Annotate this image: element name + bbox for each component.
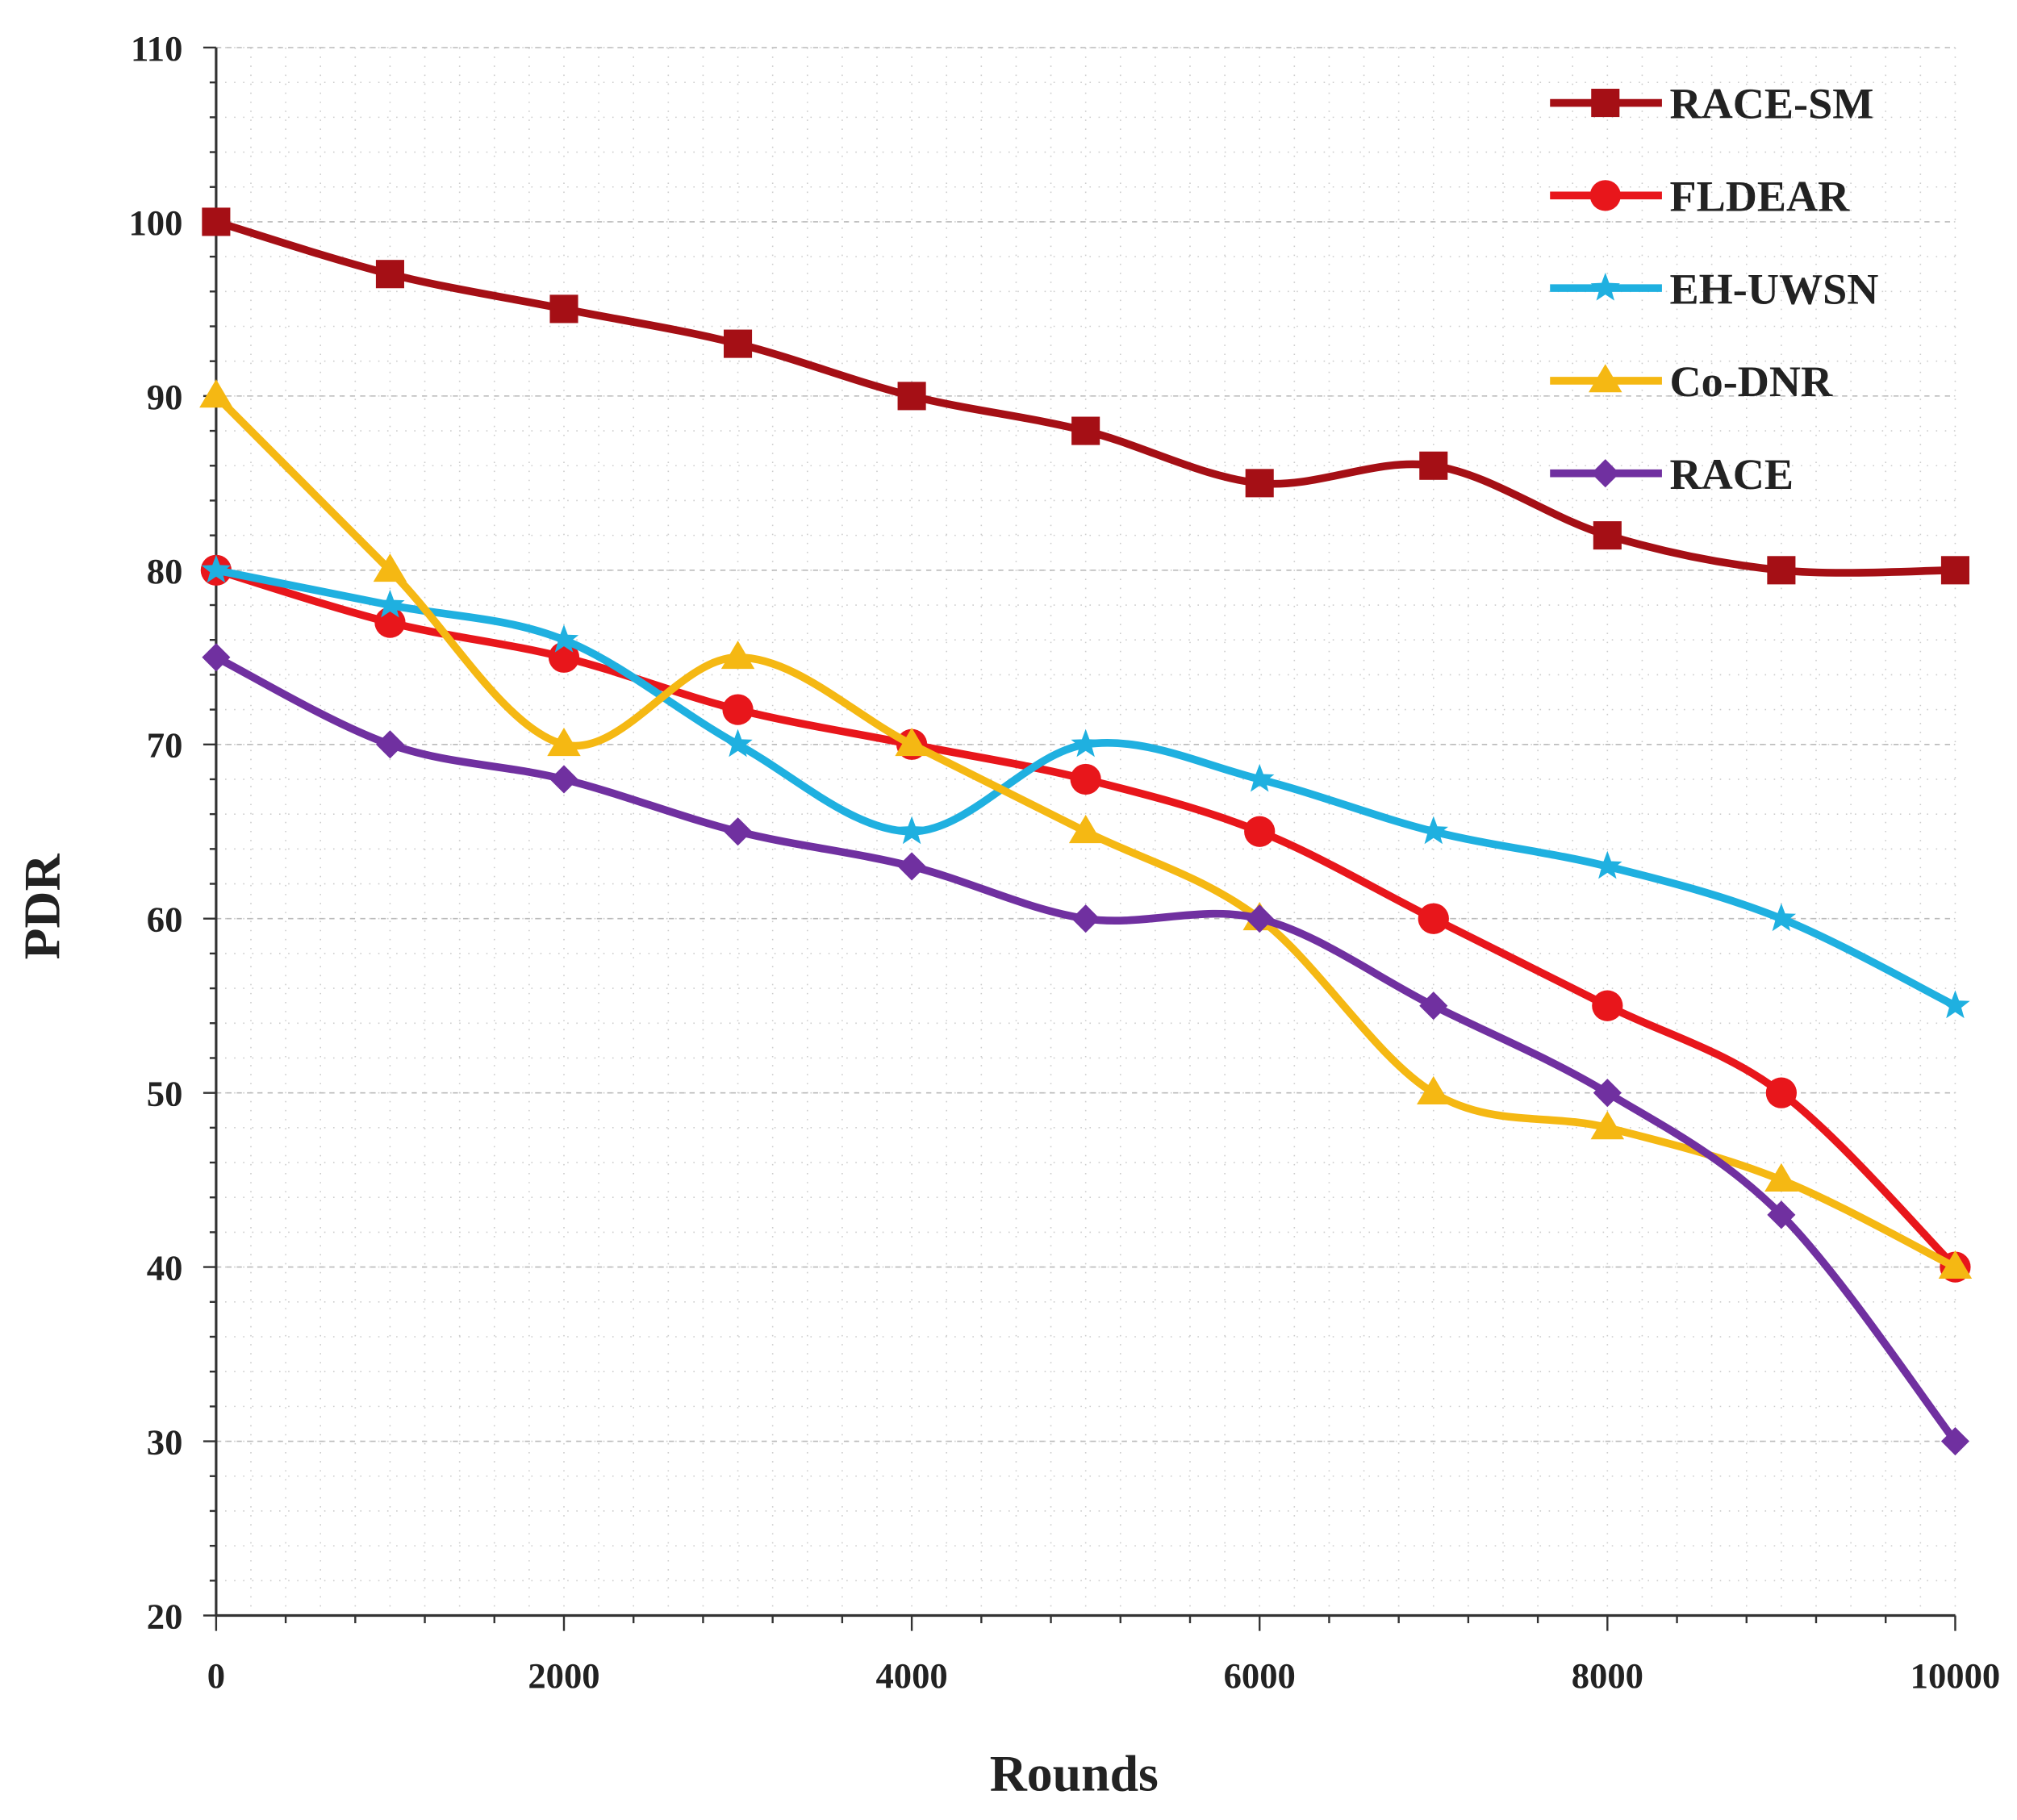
marker-square	[1767, 556, 1796, 585]
marker-star	[375, 589, 405, 618]
marker-square	[1591, 89, 1620, 118]
marker-diamond	[1071, 904, 1100, 933]
y-tick-label: 50	[147, 1074, 183, 1114]
marker-star	[896, 816, 927, 845]
marker-circle	[1070, 763, 1101, 795]
legend-item: FLDEAR	[1550, 172, 1850, 220]
series-race	[202, 643, 1969, 1456]
marker-diamond	[1940, 1427, 1969, 1456]
marker-star	[1940, 990, 1970, 1019]
marker-circle	[374, 607, 406, 638]
series-line	[213, 393, 1957, 1271]
marker-diamond	[375, 730, 404, 759]
marker-circle	[1765, 1077, 1798, 1108]
marker-diamond	[1245, 904, 1274, 933]
legend-label: RACE-SM	[1669, 80, 1873, 128]
y-tick-label: 80	[147, 551, 183, 591]
marker-star	[1418, 816, 1448, 845]
legend-label: EH-UWSN	[1669, 265, 1878, 313]
marker-triangle	[1938, 1250, 1973, 1279]
series-group	[199, 207, 1973, 1456]
marker-square	[1593, 521, 1622, 550]
marker-triangle	[1417, 1075, 1451, 1105]
marker-diamond	[897, 852, 926, 881]
x-tick-label: 0	[207, 1655, 225, 1696]
marker-triangle	[199, 379, 233, 408]
y-tick-label: 20	[147, 1596, 183, 1636]
x-axis-label: Rounds	[990, 1744, 1159, 1801]
marker-square	[202, 207, 231, 236]
marker-square	[1940, 556, 1969, 585]
marker-diamond	[1419, 991, 1448, 1021]
marker-circle	[1418, 903, 1449, 934]
marker-square	[549, 294, 578, 324]
marker-diamond	[202, 643, 231, 672]
marker-triangle	[373, 553, 407, 582]
grid	[215, 47, 1956, 1617]
marker-star	[723, 728, 753, 758]
y-tick-label: 90	[147, 377, 183, 417]
y-tick-label: 110	[131, 28, 182, 69]
legend-label: FLDEAR	[1669, 172, 1850, 220]
marker-star	[1766, 903, 1797, 932]
marker-square	[897, 382, 926, 411]
y-tick-label: 60	[147, 900, 183, 940]
y-tick-label: 40	[147, 1248, 183, 1288]
legend-item: EH-UWSN	[1550, 265, 1878, 313]
series-line	[214, 653, 1959, 1444]
marker-diamond	[1593, 1079, 1622, 1108]
x-tick-label: 6000	[1224, 1655, 1296, 1696]
marker-diamond	[549, 765, 578, 794]
series-eh-uwsn	[201, 554, 1970, 1019]
x-tick-label: 4000	[875, 1655, 947, 1696]
marker-star	[1593, 850, 1622, 879]
marker-star	[1590, 273, 1620, 301]
series-line	[215, 566, 1958, 1270]
x-tick-label: 8000	[1572, 1655, 1643, 1696]
legend-item: RACE	[1550, 450, 1794, 499]
series-co-dnr	[199, 379, 1973, 1279]
marker-circle	[1244, 816, 1276, 847]
marker-square	[1419, 451, 1448, 480]
marker-star	[1071, 728, 1100, 758]
y-tick-label: 70	[147, 725, 183, 766]
marker-triangle	[1068, 815, 1103, 844]
y-tick-label: 30	[147, 1421, 183, 1462]
marker-square	[375, 260, 404, 289]
legend-item: Co-DNR	[1550, 357, 1833, 406]
marker-triangle	[720, 641, 755, 670]
marker-triangle	[1590, 1111, 1625, 1140]
marker-square	[724, 329, 753, 358]
y-axis-label: PDR	[13, 854, 70, 960]
marker-circle	[1592, 990, 1623, 1021]
legend-label: RACE	[1669, 450, 1794, 499]
marker-triangle	[1764, 1163, 1798, 1192]
series-race-sm	[202, 207, 1969, 585]
marker-star	[201, 554, 232, 583]
marker-star	[1245, 763, 1275, 792]
x-tick-label: 10000	[1911, 1655, 2001, 1696]
axes: 20 30 40 50 60 70 80 90 100 110 0 2000 4000 6000 8000 1…	[128, 28, 2000, 1696]
marker-triangle	[547, 728, 581, 757]
y-tick-label: 100	[128, 202, 182, 243]
marker-triangle	[895, 728, 929, 757]
legend-item: RACE-SM	[1550, 80, 1873, 128]
legend-label: Co-DNR	[1669, 357, 1833, 406]
x-tick-label: 2000	[528, 1655, 599, 1696]
marker-circle	[1589, 180, 1621, 211]
marker-square	[1245, 469, 1274, 498]
marker-circle	[722, 694, 754, 725]
marker-triangle	[1589, 364, 1622, 393]
marker-diamond	[1591, 459, 1620, 488]
legend: RACE-SM FLDEAR EH-UWSN Co-DNR RACE	[1550, 80, 1878, 499]
marker-square	[1071, 416, 1100, 445]
marker-diamond	[724, 817, 753, 846]
marker-star	[549, 624, 579, 653]
